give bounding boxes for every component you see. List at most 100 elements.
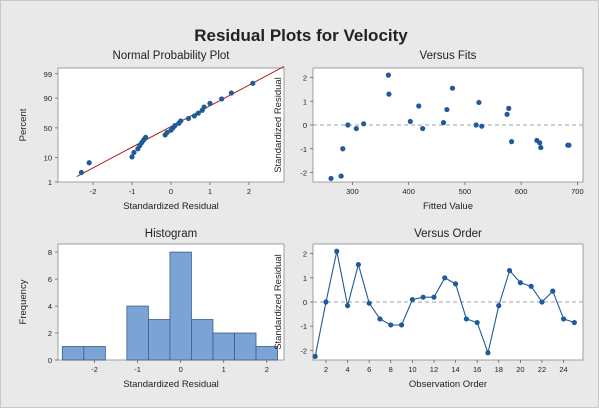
data-point xyxy=(366,300,372,306)
x-axis-label: Standardized Residual xyxy=(123,379,219,390)
y-tick-label: 2 xyxy=(303,74,307,83)
x-tick-label: 4 xyxy=(345,365,349,374)
y-tick-label: -1 xyxy=(300,145,307,154)
data-point xyxy=(474,319,480,326)
data-point xyxy=(463,316,469,322)
x-tick-label: 400 xyxy=(402,187,415,196)
data-point xyxy=(416,103,422,109)
x-tick-label: 18 xyxy=(495,365,503,374)
data-point xyxy=(377,316,383,322)
data-point xyxy=(334,248,340,254)
panel-title: Histogram xyxy=(145,228,197,240)
figure-title: Residual Plots for Velocity xyxy=(194,26,408,45)
data-point xyxy=(312,353,318,359)
data-point xyxy=(444,106,450,113)
x-tick-label: 10 xyxy=(408,365,416,374)
x-tick-label: -2 xyxy=(90,187,97,196)
data-point xyxy=(528,283,534,289)
plot-area xyxy=(57,67,285,183)
data-point xyxy=(355,261,361,268)
data-point xyxy=(566,142,572,148)
data-point xyxy=(344,303,351,309)
panel-title: Versus Fits xyxy=(420,50,477,62)
x-tick-label: 1 xyxy=(222,365,226,374)
x-axis-label: Fitted Value xyxy=(423,201,473,212)
x-axis-label: Observation Order xyxy=(409,379,487,390)
data-point xyxy=(440,120,447,126)
data-point xyxy=(164,129,170,136)
data-point xyxy=(345,122,351,128)
x-tick-label: -1 xyxy=(129,187,136,196)
histogram-bar xyxy=(61,346,85,361)
data-point xyxy=(185,115,192,122)
data-point xyxy=(228,90,234,96)
y-tick-label: 8 xyxy=(48,248,52,257)
data-point xyxy=(560,316,567,322)
y-tick-label: 1 xyxy=(303,97,307,106)
data-point xyxy=(398,322,405,328)
y-tick-label: 1 xyxy=(48,178,52,187)
y-tick-label: 6 xyxy=(48,275,52,284)
data-point xyxy=(131,149,137,156)
x-tick-label: 300 xyxy=(346,187,359,196)
data-point xyxy=(449,85,456,91)
data-point xyxy=(409,296,415,303)
y-tick-label: 90 xyxy=(44,94,52,103)
data-point xyxy=(207,100,213,106)
y-tick-label: -1 xyxy=(300,322,307,331)
histogram-bar xyxy=(234,332,257,361)
x-tick-label: 500 xyxy=(459,187,472,196)
x-tick-label: 0 xyxy=(169,187,173,196)
x-tick-label: 12 xyxy=(430,365,438,374)
data-point xyxy=(508,139,515,145)
y-tick-label: 1 xyxy=(303,274,307,283)
y-tick-label: 0 xyxy=(303,298,307,307)
data-point xyxy=(323,299,329,305)
data-point xyxy=(143,134,149,140)
data-point xyxy=(385,72,391,78)
data-point xyxy=(178,118,184,124)
y-tick-label: 99 xyxy=(44,70,52,79)
x-tick-label: 2 xyxy=(324,365,328,374)
data-point xyxy=(538,144,544,151)
versus-fits-panel: Versus Fits Fitted Value Standardized Resi… xyxy=(273,50,584,212)
data-point xyxy=(431,294,437,300)
data-point xyxy=(191,113,197,119)
data-point xyxy=(129,154,135,160)
y-tick-label: 50 xyxy=(44,124,52,133)
normal-probability-plot-panel: Normal Probability Plot Standardized Resi… xyxy=(18,50,285,212)
histogram-bar xyxy=(212,332,235,361)
x-tick-label: 2 xyxy=(247,187,251,196)
panel-title: Versus Order xyxy=(414,228,482,240)
panel-title: Normal Probability Plot xyxy=(113,50,231,62)
y-axis-label: Standardized Residual xyxy=(273,77,284,173)
data-point xyxy=(550,288,556,294)
data-point xyxy=(219,96,225,102)
histogram-bar xyxy=(126,305,149,361)
y-tick-label: 4 xyxy=(48,302,52,311)
histogram-panel: Histogram Standardized Residual Frequency 0… xyxy=(18,228,285,390)
data-point xyxy=(328,175,334,182)
histogram-bar xyxy=(147,319,171,361)
data-point xyxy=(388,322,394,328)
x-tick-label: 600 xyxy=(515,187,528,196)
data-point xyxy=(340,146,346,152)
versus-order-panel: Versus Order Observation Order Standardize… xyxy=(273,228,584,390)
x-tick-label: 1 xyxy=(208,187,212,196)
data-point xyxy=(504,111,510,117)
data-point xyxy=(473,122,479,128)
x-tick-label: 6 xyxy=(367,365,371,374)
data-point xyxy=(250,80,256,86)
x-tick-label: 700 xyxy=(571,187,584,196)
x-tick-label: 22 xyxy=(538,365,546,374)
y-tick-label: 0 xyxy=(303,121,307,130)
y-tick-label: -2 xyxy=(300,346,307,355)
y-tick-label: 10 xyxy=(44,154,52,163)
data-point xyxy=(338,173,344,179)
histogram-bar xyxy=(255,346,278,361)
data-point xyxy=(353,125,359,132)
x-tick-label: 8 xyxy=(389,365,393,374)
data-point xyxy=(476,99,482,106)
data-point xyxy=(78,169,84,176)
